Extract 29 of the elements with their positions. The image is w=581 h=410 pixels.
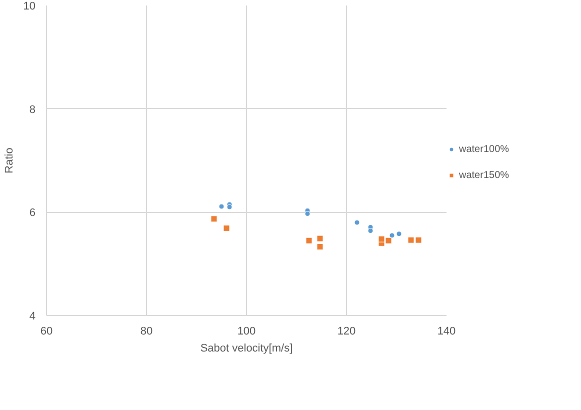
point: [226, 204, 232, 210]
point: [210, 216, 218, 222]
y-tick-label: 10: [23, 0, 36, 12]
point: [385, 237, 392, 244]
point: [316, 235, 324, 242]
y-tick-label: 8: [29, 104, 36, 116]
point: [396, 231, 402, 237]
point: [316, 244, 324, 250]
point: [378, 236, 385, 242]
y-tick-label: 4: [29, 310, 36, 322]
x-tick-label: 60: [40, 326, 53, 338]
y-axis-title: Ratio: [3, 148, 16, 174]
point: [218, 204, 224, 210]
x-tick-label: 140: [437, 326, 456, 338]
point: [223, 224, 230, 232]
x-tick-label: 100: [237, 326, 256, 338]
x-tick-label: 120: [337, 326, 356, 338]
y-tick-label: 6: [29, 207, 36, 220]
x-tick-label: 80: [140, 326, 153, 338]
point: [368, 228, 374, 234]
point: [408, 236, 414, 244]
legend-label: water100%: [459, 144, 510, 154]
point: [306, 237, 312, 244]
point: [304, 210, 310, 216]
x-axis-title: Sabot velocity[m/s]: [200, 342, 293, 354]
point: [415, 236, 422, 244]
point: [389, 232, 395, 238]
point: [354, 220, 360, 226]
legend-label: water150%: [459, 170, 510, 180]
